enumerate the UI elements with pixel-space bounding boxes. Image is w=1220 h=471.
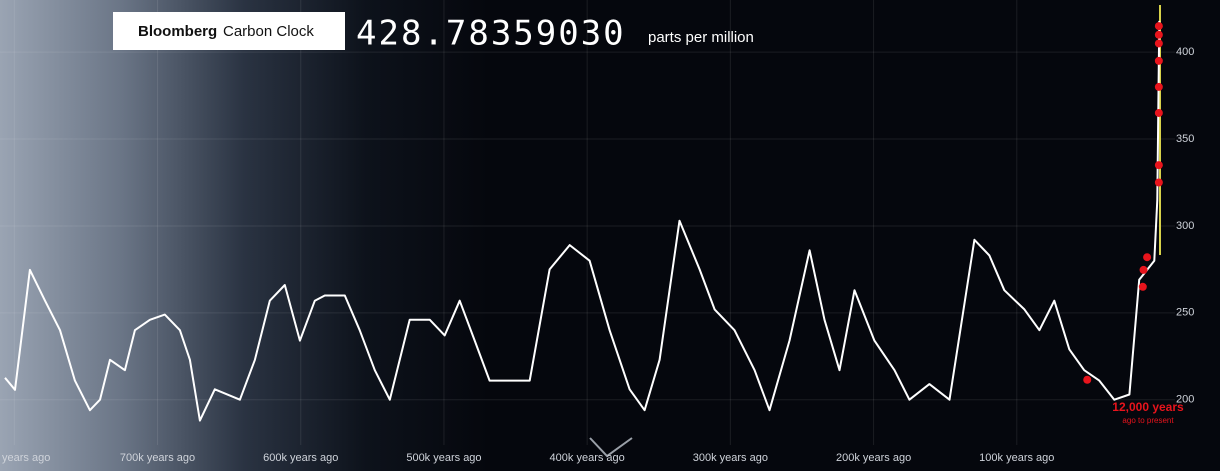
x-tick-label: 500k years ago bbox=[406, 452, 481, 464]
brand: Bloomberg bbox=[138, 23, 217, 40]
y-tick-label: 400 bbox=[1176, 46, 1194, 58]
y-tick-label: 250 bbox=[1176, 307, 1194, 319]
ice-core-marker bbox=[1083, 375, 1092, 384]
annotation: ago to present bbox=[1122, 416, 1174, 425]
x-tick-label: 200k years ago bbox=[836, 452, 911, 464]
reading: 428.78359030 bbox=[356, 14, 626, 54]
ice-core-marker bbox=[1154, 56, 1163, 65]
x-tick-label: 100k years ago bbox=[979, 452, 1054, 464]
unit: parts per million bbox=[648, 29, 754, 46]
x-tick-label: 300k years ago bbox=[693, 452, 768, 464]
ice-core-marker bbox=[1154, 161, 1163, 170]
ice-core-marker bbox=[1154, 30, 1163, 39]
x-tick-label: 600k years ago bbox=[263, 452, 338, 464]
x-tick-label: years ago bbox=[2, 452, 50, 464]
y-tick-label: 350 bbox=[1176, 133, 1194, 145]
brand-box bbox=[113, 12, 345, 50]
x-tick-label: 700k years ago bbox=[120, 452, 195, 464]
x-tick-label: 400k years ago bbox=[550, 452, 625, 464]
ice-core-marker bbox=[1154, 22, 1163, 31]
ice-core-marker bbox=[1154, 82, 1163, 91]
ice-core-marker bbox=[1154, 108, 1163, 117]
ice-core-marker bbox=[1138, 282, 1147, 291]
y-tick-label: 200 bbox=[1176, 394, 1194, 406]
ice-core-marker bbox=[1139, 265, 1148, 274]
ice-core-marker bbox=[1154, 178, 1163, 187]
product: Carbon Clock bbox=[223, 23, 314, 40]
ice-core-marker bbox=[1143, 253, 1152, 262]
co2-line bbox=[4, 20, 1161, 422]
annotation: 12,000 years bbox=[1112, 400, 1184, 414]
y-tick-label: 300 bbox=[1176, 220, 1194, 232]
ice-core-marker bbox=[1154, 39, 1163, 48]
scroll-chevron[interactable] bbox=[589, 437, 633, 458]
